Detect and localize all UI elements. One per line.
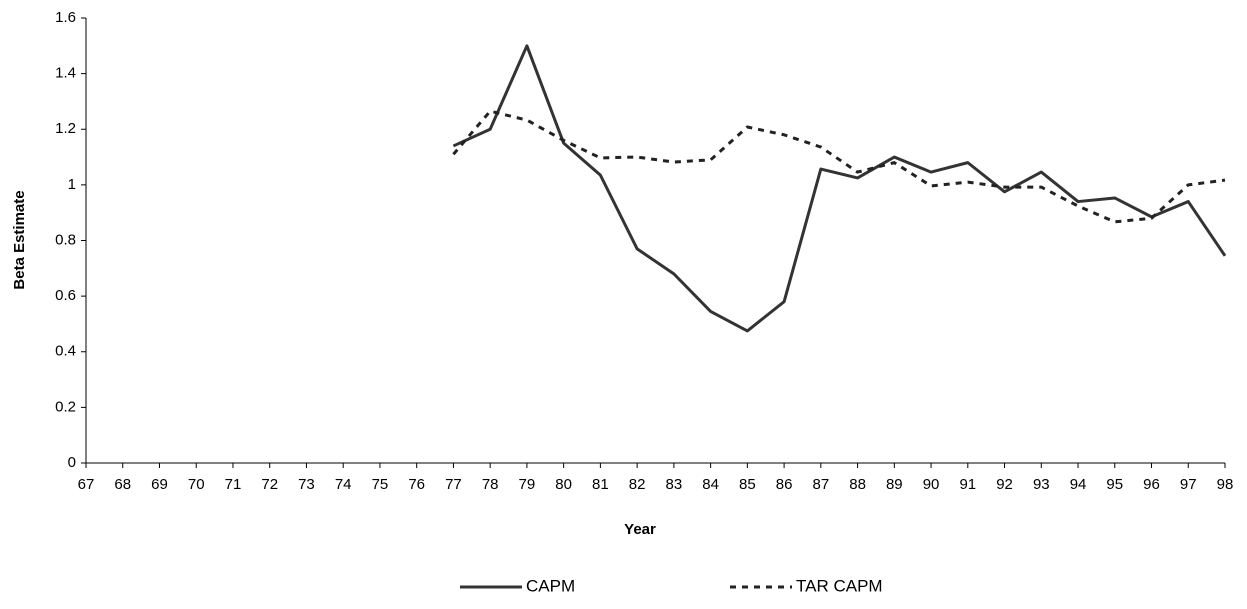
x-tick-label: 94 [1070,476,1087,493]
y-tick-label: 0.8 [55,231,76,248]
series-line [452,44,1227,333]
x-tick-label: 71 [225,476,242,493]
x-tick-label: 73 [298,476,315,493]
x-axis-label: Year [624,521,656,538]
x-tick-label: 70 [188,476,205,493]
x-tick-label: 67 [78,476,95,493]
x-tick-label: 97 [1180,476,1197,493]
x-tick-label: 69 [151,476,168,493]
x-tick-label: 81 [592,476,609,493]
y-tick-label: 0 [68,454,76,471]
x-tick-label: 93 [1033,476,1050,493]
x-tick-label: 87 [812,476,829,493]
x-tick-label: 85 [739,476,756,493]
y-tick-label: 1 [68,176,76,193]
x-tick-label: 90 [923,476,940,493]
y-tick-label: 0.6 [55,287,76,304]
x-tick-label: 78 [482,476,499,493]
y-axis-label: Beta Estimate [11,190,28,289]
legend-label: CAPM [526,576,575,595]
y-tick-label: 1.6 [55,9,76,26]
x-tick-label: 96 [1143,476,1160,493]
x-tick-label: 74 [335,476,352,493]
legend-label: TAR CAPM [796,576,883,595]
x-tick-label: 92 [996,476,1013,493]
x-tick-label: 76 [408,476,425,493]
x-tick-label: 83 [666,476,683,493]
series-line [452,109,1226,224]
x-tick-label: 75 [372,476,389,493]
x-tick-label: 88 [849,476,866,493]
y-tick-label: 1.4 [55,65,76,82]
x-tick-label: 84 [702,476,719,493]
x-tick-label: 89 [886,476,903,493]
x-tick-label: 68 [114,476,131,493]
y-tick-label: 0.2 [55,398,76,415]
x-tick-label: 77 [445,476,462,493]
x-tick-label: 72 [261,476,278,493]
x-tick-label: 98 [1217,476,1234,493]
x-tick-label: 82 [629,476,646,493]
x-tick-label: 91 [959,476,976,493]
x-tick-label: 80 [555,476,572,493]
y-tick-label: 0.4 [55,343,76,360]
x-tick-label: 86 [776,476,793,493]
x-tick-label: 79 [519,476,536,493]
y-tick-label: 1.2 [55,120,76,137]
x-tick-label: 95 [1106,476,1123,493]
